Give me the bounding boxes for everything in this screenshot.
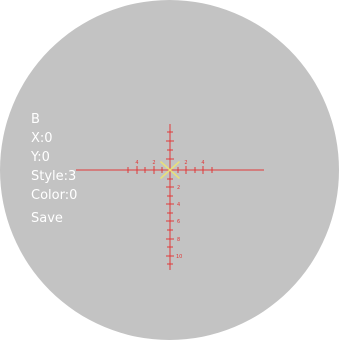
style-readout[interactable]: Style:3 — [31, 169, 77, 184]
save-button[interactable]: Save — [31, 211, 63, 226]
reticle-v-label-8: 8 — [177, 237, 180, 243]
reticle-h-label-left-outer: 4 — [135, 160, 138, 166]
y-offset-readout[interactable]: Y:0 — [31, 150, 50, 165]
reticle-v-label-10: 10 — [176, 254, 182, 260]
reticle-v-label-4: 4 — [177, 202, 180, 208]
reticle-v-label-2: 2 — [177, 185, 180, 191]
reticle-lower-ticks — [166, 178, 174, 265]
reticle-h-label-left-inner: 2 — [152, 160, 155, 166]
menu-title: B — [31, 112, 40, 127]
color-readout[interactable]: Color:0 — [31, 188, 78, 203]
x-offset-readout[interactable]: X:0 — [31, 131, 53, 146]
reticle-h-label-right-inner: 2 — [184, 160, 187, 166]
reticle-center-mark — [160, 161, 180, 179]
reticle-horizontal-ticks — [127, 166, 213, 174]
reticle-upper-ticks — [166, 131, 174, 160]
settings-menu: B X:0 Y:0 Style:3 Color:0 Save — [31, 110, 77, 228]
reticle-h-label-right-outer: 4 — [201, 160, 204, 166]
reticle-v-label-6: 6 — [177, 219, 180, 225]
